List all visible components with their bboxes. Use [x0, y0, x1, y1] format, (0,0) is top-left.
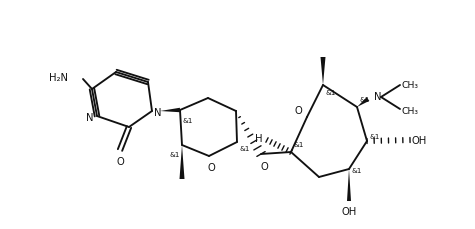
Polygon shape — [180, 145, 184, 179]
Text: O: O — [260, 161, 268, 171]
Text: &1: &1 — [239, 145, 249, 151]
Text: N: N — [374, 92, 381, 101]
Text: H: H — [256, 134, 263, 143]
Polygon shape — [160, 108, 180, 113]
Text: H₂N: H₂N — [49, 73, 68, 83]
Text: O: O — [207, 162, 215, 172]
Text: OH: OH — [342, 206, 357, 216]
Polygon shape — [357, 98, 370, 108]
Text: OH: OH — [412, 135, 427, 145]
Text: &1: &1 — [293, 141, 304, 147]
Text: O: O — [294, 106, 302, 115]
Polygon shape — [321, 58, 325, 86]
Text: N: N — [86, 112, 93, 123]
Text: &1: &1 — [325, 90, 335, 95]
Text: O: O — [116, 156, 124, 166]
Text: &1: &1 — [170, 151, 180, 157]
Text: N: N — [154, 108, 162, 117]
Text: &1: &1 — [352, 167, 362, 173]
Text: &1: &1 — [182, 117, 192, 123]
Polygon shape — [347, 169, 351, 201]
Text: CH₃: CH₃ — [402, 106, 419, 115]
Text: CH₃: CH₃ — [402, 80, 419, 89]
Text: &1: &1 — [359, 97, 370, 103]
Text: &1: &1 — [370, 134, 380, 139]
